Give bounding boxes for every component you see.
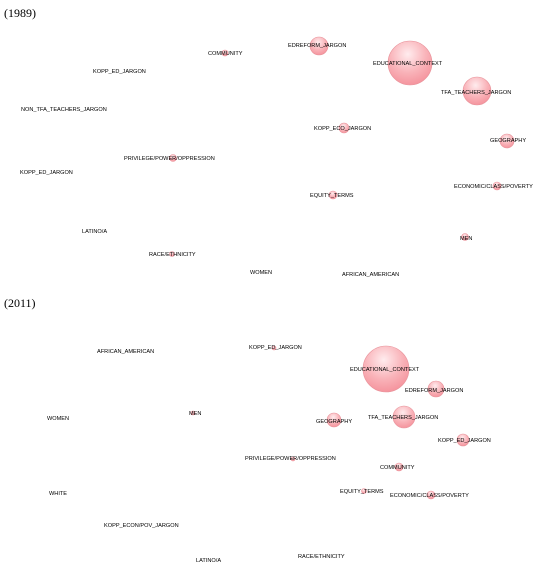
node-men: MEN xyxy=(189,410,201,417)
node-white: WHITE xyxy=(49,491,67,497)
node-label: AFRICAN_AMERICAN xyxy=(342,272,399,278)
node-edreform-jargon: EDREFORM_JARGON xyxy=(405,380,463,398)
node-kopp-ed-jargon: KOPP_ED_JARGON xyxy=(438,433,491,447)
node-kopp-ed-jargon: KOPP_ED_JARGON xyxy=(93,69,146,75)
node-label: WOMEN xyxy=(47,416,69,422)
node-bubble xyxy=(361,488,367,494)
node-bubble xyxy=(394,462,404,472)
node-bubble xyxy=(326,412,342,428)
node-bubble xyxy=(362,345,410,393)
node-bubble xyxy=(221,49,229,57)
node-label: WHITE xyxy=(49,491,67,497)
node-label: LATINO/A xyxy=(82,229,107,235)
node-bubble xyxy=(392,405,416,429)
panel-1989: (1989) COMMUNITY EDREFORM_JARGON EDUCATION… xyxy=(4,6,533,278)
node-bubble xyxy=(271,345,277,351)
node-label: COMMUNITY xyxy=(208,51,243,57)
node-educational-context: EDUCATIONAL_CONTEXT xyxy=(373,40,443,86)
node-bubble xyxy=(309,36,329,56)
node-label: MEN xyxy=(460,236,472,242)
node-bubble xyxy=(492,181,502,191)
node-label: LATINO/A xyxy=(196,558,221,564)
node-geography: GEOGRAPHY xyxy=(316,412,352,428)
node-label: WOMEN xyxy=(250,270,272,276)
node-label: GEOGRAPHY xyxy=(490,138,526,144)
node-bubble xyxy=(328,190,338,200)
node-label: PRIVILEGE/POWER/OPPRESSION xyxy=(124,156,215,162)
node-kopp-econ-pov-jargon: KOPP_ECON/POV_JARGON xyxy=(104,523,179,529)
node-kopp-ed-jargon: KOPP_ED_JARGON xyxy=(249,345,302,351)
node-equity-terms: EQUITY_TERMS xyxy=(310,190,354,200)
panel-year-label: (1989) xyxy=(4,6,36,20)
node-label: KOPP_ECON/POV_JARGON xyxy=(104,523,179,529)
node-label: RACE/ETHNICITY xyxy=(298,554,345,560)
node-privilege-power-oppression: PRIVILEGE/POWER/OPPRESSION xyxy=(124,154,215,162)
node-race-ethnicity: RACE/ETHNICITY xyxy=(298,554,345,560)
node-economic-class-poverty: ECONOMIC/CLASS/POVERTY xyxy=(454,181,533,191)
node-latino-a: LATINO/A xyxy=(196,558,221,564)
node-bubble xyxy=(461,233,469,241)
node-bubble xyxy=(426,490,436,500)
panel-year-label: (2011) xyxy=(4,296,36,310)
node-label: KOPP_ED_JARGON xyxy=(249,345,302,351)
node-label: ECONOMIC/CLASS/POVERTY xyxy=(454,184,533,190)
node-label: AFRICAN_AMERICAN xyxy=(97,349,154,355)
node-label: NON_TFA_TEACHERS_JARGON xyxy=(21,107,107,113)
node-label: KOPP_ED_JARGON xyxy=(93,69,146,75)
node-bubble xyxy=(169,154,177,162)
node-label: EDUCATIONAL_CONTEXT xyxy=(373,61,443,67)
node-race-ethnicity: RACE/ETHNICITY xyxy=(149,251,196,258)
node-label: GEOGRAPHY xyxy=(316,419,352,425)
node-bubble xyxy=(338,122,350,134)
node-bubble xyxy=(290,456,296,462)
node-label: KOPP_ED_JARGON xyxy=(438,438,491,444)
panel-1989-nodes: COMMUNITY EDREFORM_JARGON EDUCATIONAL_CONT… xyxy=(20,36,533,278)
node-economic-class-poverty: ECONOMIC/CLASS/POVERTY xyxy=(390,490,469,500)
panel-2011-nodes: KOPP_ED_JARGON AFRICAN_AMERICAN EDUCATIONA… xyxy=(47,345,491,564)
node-label: KOPP_ED_JARGON xyxy=(20,170,73,176)
node-label: EQUITY_TERMS xyxy=(310,193,354,199)
node-educational-context: EDUCATIONAL_CONTEXT xyxy=(350,345,420,393)
node-bubble xyxy=(427,380,445,398)
node-equity-terms: EQUITY_TERMS xyxy=(340,488,384,495)
node-non-tfa-teachers-jargon: NON_TFA_TEACHERS_JARGON xyxy=(21,107,107,113)
node-privilege-power-oppression: PRIVILEGE/POWER/OPPRESSION xyxy=(245,456,336,462)
node-label: EDREFORM_JARGON xyxy=(288,43,346,49)
node-edreform-jargon: EDREFORM_JARGON xyxy=(288,36,346,56)
node-tfa-teachers-jargon: TFA_TEACHERS_JARGON xyxy=(441,76,511,106)
node-bubble xyxy=(499,133,515,149)
node-label: PRIVILEGE/POWER/OPPRESSION xyxy=(245,456,336,462)
node-women: WOMEN xyxy=(250,270,272,276)
node-label: EQUITY_TERMS xyxy=(340,489,384,495)
node-label: TFA_TEACHERS_JARGON xyxy=(441,90,511,96)
node-geography: GEOGRAPHY xyxy=(490,133,526,149)
node-label: KOPP_ECO_JARGON xyxy=(314,126,371,132)
node-african-american: AFRICAN_AMERICAN xyxy=(97,349,154,355)
node-label: TFA_TEACHERS_JARGON xyxy=(368,415,438,421)
node-label: MEN xyxy=(189,411,201,417)
node-community: COMMUNITY xyxy=(208,49,243,57)
node-bubble xyxy=(456,433,470,447)
node-label: COMMUNITY xyxy=(380,465,415,471)
node-kopp-eco-jargon: KOPP_ECO_JARGON xyxy=(314,122,371,134)
node-tfa-teachers-jargon: TFA_TEACHERS_JARGON xyxy=(368,405,438,429)
node-bubble xyxy=(387,40,433,86)
node-community: COMMUNITY xyxy=(380,462,415,472)
node-latino-a: LATINO/A xyxy=(82,229,107,235)
node-label: EDUCATIONAL_CONTEXT xyxy=(350,367,420,373)
node-label: ECONOMIC/CLASS/POVERTY xyxy=(390,493,469,499)
node-label: EDREFORM_JARGON xyxy=(405,388,463,394)
node-african-american: AFRICAN_AMERICAN xyxy=(342,272,399,278)
panel-2011: (2011) KOPP_ED_JARGON AFRICAN_AMERICAN EDU… xyxy=(4,296,491,564)
node-bubble xyxy=(169,251,175,257)
node-women: WOMEN xyxy=(47,416,69,422)
node-bubble xyxy=(462,76,492,106)
node-men: MEN xyxy=(460,233,472,242)
node-kopp-ed-jargon: KOPP_ED_JARGON xyxy=(20,170,73,176)
node-label: RACE/ETHNICITY xyxy=(149,252,196,258)
node-bubble xyxy=(190,410,196,416)
